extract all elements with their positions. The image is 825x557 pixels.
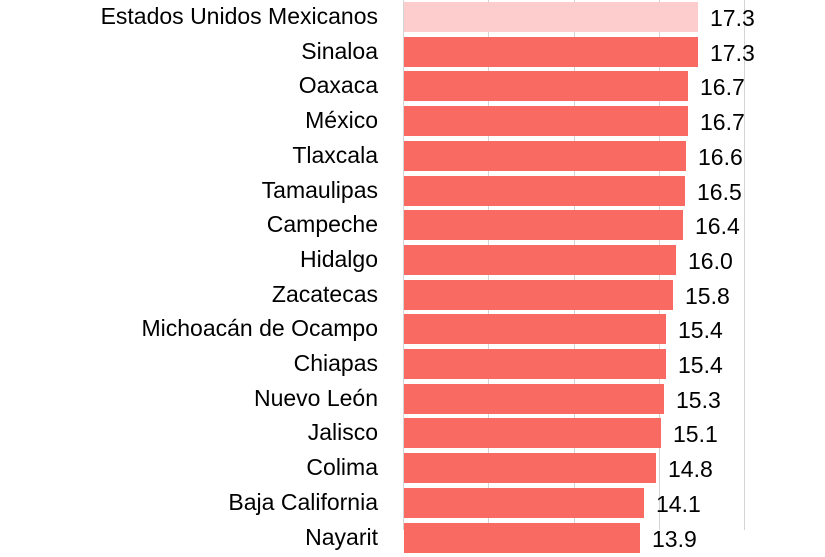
bar-row: México 16.7 (0, 105, 825, 140)
category-label: Michoacán de Ocampo (141, 315, 378, 342)
category-label: Tlaxcala (292, 141, 378, 168)
bar (404, 140, 686, 171)
value-label: 16.7 (700, 74, 745, 101)
bar-row: Oaxaca 16.7 (0, 70, 825, 105)
total-bar (404, 2, 698, 32)
bar-row: Baja California 14.1 (0, 487, 825, 522)
category-label: Zacatecas (271, 280, 378, 307)
value-label: 16.4 (695, 213, 740, 240)
value-label: 16.0 (688, 247, 733, 274)
value-label: 15.1 (673, 421, 718, 448)
bar (404, 522, 640, 553)
category-label: Campeche (266, 211, 378, 238)
bar-row: Chiapas 15.4 (0, 348, 825, 383)
category-label: Nayarit (305, 523, 378, 550)
bar-row: Sinaloa 17.3 (0, 36, 825, 71)
bar (404, 175, 685, 206)
value-label: 17.3 (710, 5, 755, 31)
category-label: Chiapas (293, 350, 378, 376)
category-label: México (305, 107, 378, 134)
bar-row: Michoacán de Ocampo 15.4 (0, 313, 825, 348)
bar (404, 106, 688, 137)
y-axis-line (403, 0, 404, 530)
category-label: Estados Unidos Mexicanos (100, 3, 378, 29)
bar (404, 279, 673, 310)
value-label: 14.8 (668, 456, 713, 483)
category-label: Nuevo León (253, 384, 378, 411)
value-label: 15.8 (685, 282, 730, 309)
bar (404, 418, 661, 449)
value-label: 17.3 (710, 39, 755, 66)
value-label: 15.4 (678, 317, 723, 344)
bar-row: Tlaxcala 16.6 (0, 140, 825, 175)
bar (404, 487, 644, 518)
bar-row: Estados Unidos Mexicanos 17.3 (0, 1, 825, 36)
bar-row: Jalisco 15.1 (0, 417, 825, 452)
value-label: 14.1 (656, 490, 701, 517)
category-label: Oaxaca (298, 72, 378, 99)
category-label: Sinaloa (301, 37, 378, 64)
value-label: 15.4 (678, 352, 723, 378)
bar-row: Nuevo León 15.3 (0, 383, 825, 418)
value-label: 15.3 (676, 386, 721, 413)
category-label: Baja California (228, 488, 378, 515)
value-label: 16.7 (700, 109, 745, 136)
bar (404, 314, 666, 345)
bar (404, 349, 666, 379)
category-label: Tamaulipas (261, 176, 378, 203)
bar-row: Colima 14.8 (0, 452, 825, 487)
bar-row: Zacatecas 15.8 (0, 279, 825, 314)
bar-row: Nayarit 13.9 (0, 522, 825, 557)
bar (404, 36, 698, 67)
bar-row: Campeche 16.4 (0, 209, 825, 244)
value-label: 16.6 (698, 143, 743, 170)
bar (404, 453, 656, 484)
bar-row: Hidalgo 16.0 (0, 244, 825, 279)
value-label: 13.9 (652, 525, 697, 552)
bar (404, 383, 664, 414)
value-label: 16.5 (697, 178, 742, 205)
bar (404, 71, 688, 102)
bar (404, 244, 676, 275)
category-label: Hidalgo (300, 245, 378, 272)
category-label: Colima (306, 454, 378, 481)
bar-row: Tamaulipas 16.5 (0, 175, 825, 210)
bar (404, 210, 683, 241)
gridline (744, 0, 745, 530)
category-label: Jalisco (307, 419, 378, 446)
